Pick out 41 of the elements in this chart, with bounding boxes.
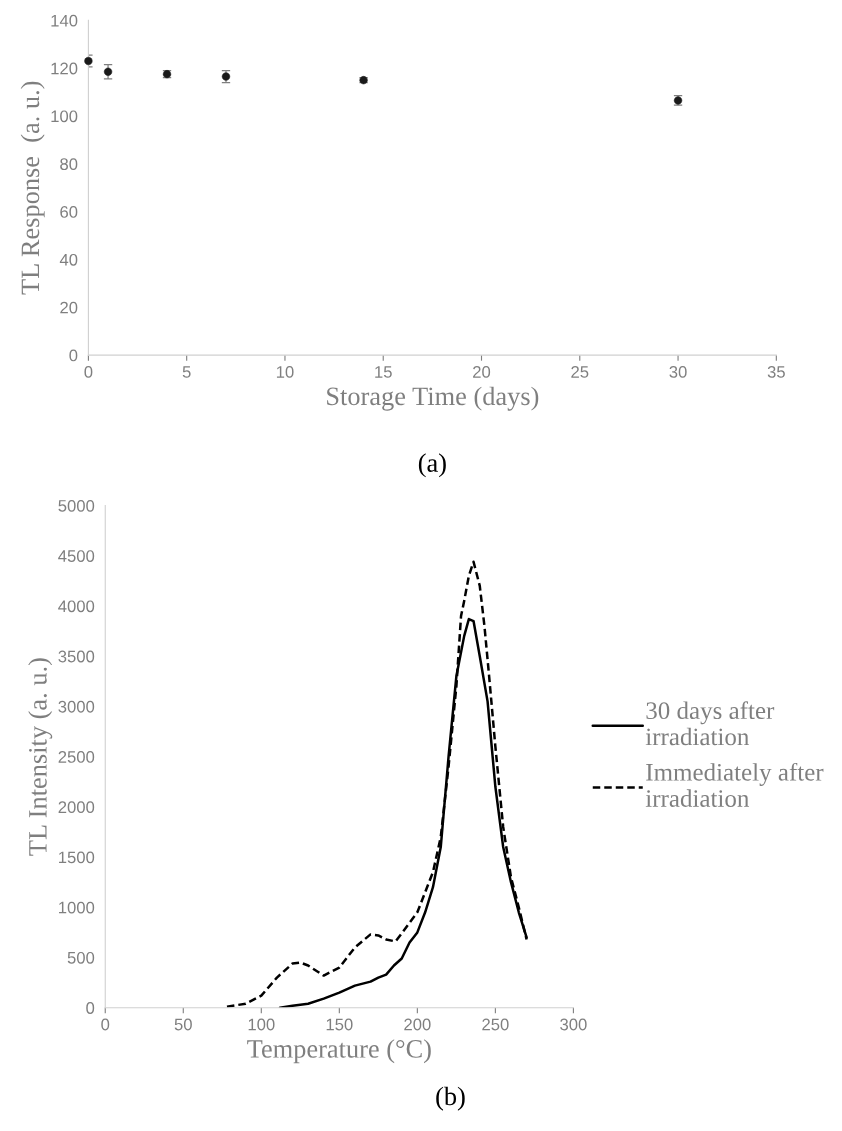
y-tick-label: 1500 — [59, 851, 95, 864]
x-tick-label: 15 — [375, 366, 392, 378]
y-tick-label: 20 — [60, 301, 78, 314]
y-tick-label: 80 — [60, 158, 78, 171]
x-tick-label: 250 — [482, 1018, 509, 1031]
x-tick-label: 150 — [326, 1018, 353, 1031]
y-tick-label: 3000 — [58, 700, 95, 713]
x-tick-label: 0 — [101, 1018, 110, 1031]
x-tick-label: 100 — [248, 1018, 275, 1031]
y-tick-label: 40 — [59, 253, 78, 266]
x-tick-label: 5 — [182, 366, 191, 378]
x-tick-label: 30 — [669, 365, 687, 378]
x-tick-label: 200 — [404, 1018, 431, 1031]
y-tick-label: 500 — [67, 951, 95, 964]
x-tick-label: 20 — [473, 365, 491, 378]
x-tick-label: 25 — [571, 365, 589, 378]
y-tick-label: 1000 — [59, 901, 95, 914]
x-tick-label: 10 — [276, 365, 294, 378]
y-tick-label: 4000 — [58, 600, 95, 613]
y-tick-label: 2500 — [58, 751, 95, 763]
legend-label: 30 days after irradiation — [645, 701, 775, 746]
text: (a) — [418, 453, 446, 478]
x-axis-title: Temperature (°C) — [247, 1039, 431, 1064]
y-tick-label: 140 — [51, 14, 78, 27]
y-tick-label: 0 — [69, 349, 78, 362]
y-tick-label: 4500 — [58, 550, 95, 562]
y-tick-label: 100 — [51, 110, 78, 123]
y-tick-label: 5000 — [58, 499, 95, 512]
y-tick-label: 60 — [60, 206, 78, 218]
y-tick-label: 3500 — [58, 650, 95, 663]
y-axis-title: TL Intensity (a. u.) — [28, 658, 53, 856]
y-tick-label: 0 — [86, 1002, 95, 1014]
y-tick-label: 120 — [51, 62, 78, 75]
text: (b) — [436, 1086, 465, 1111]
y-axis-title: TL Response (a. u.) — [20, 81, 45, 295]
x-tick-label: 300 — [560, 1018, 587, 1031]
x-axis-title: Storage Time (days) — [327, 386, 539, 411]
x-tick-label: 35 — [767, 365, 785, 378]
y-tick-label: 2000 — [58, 801, 95, 814]
x-tick-label: 50 — [174, 1018, 192, 1031]
legend-label: Immediately after irradiation — [645, 762, 824, 807]
